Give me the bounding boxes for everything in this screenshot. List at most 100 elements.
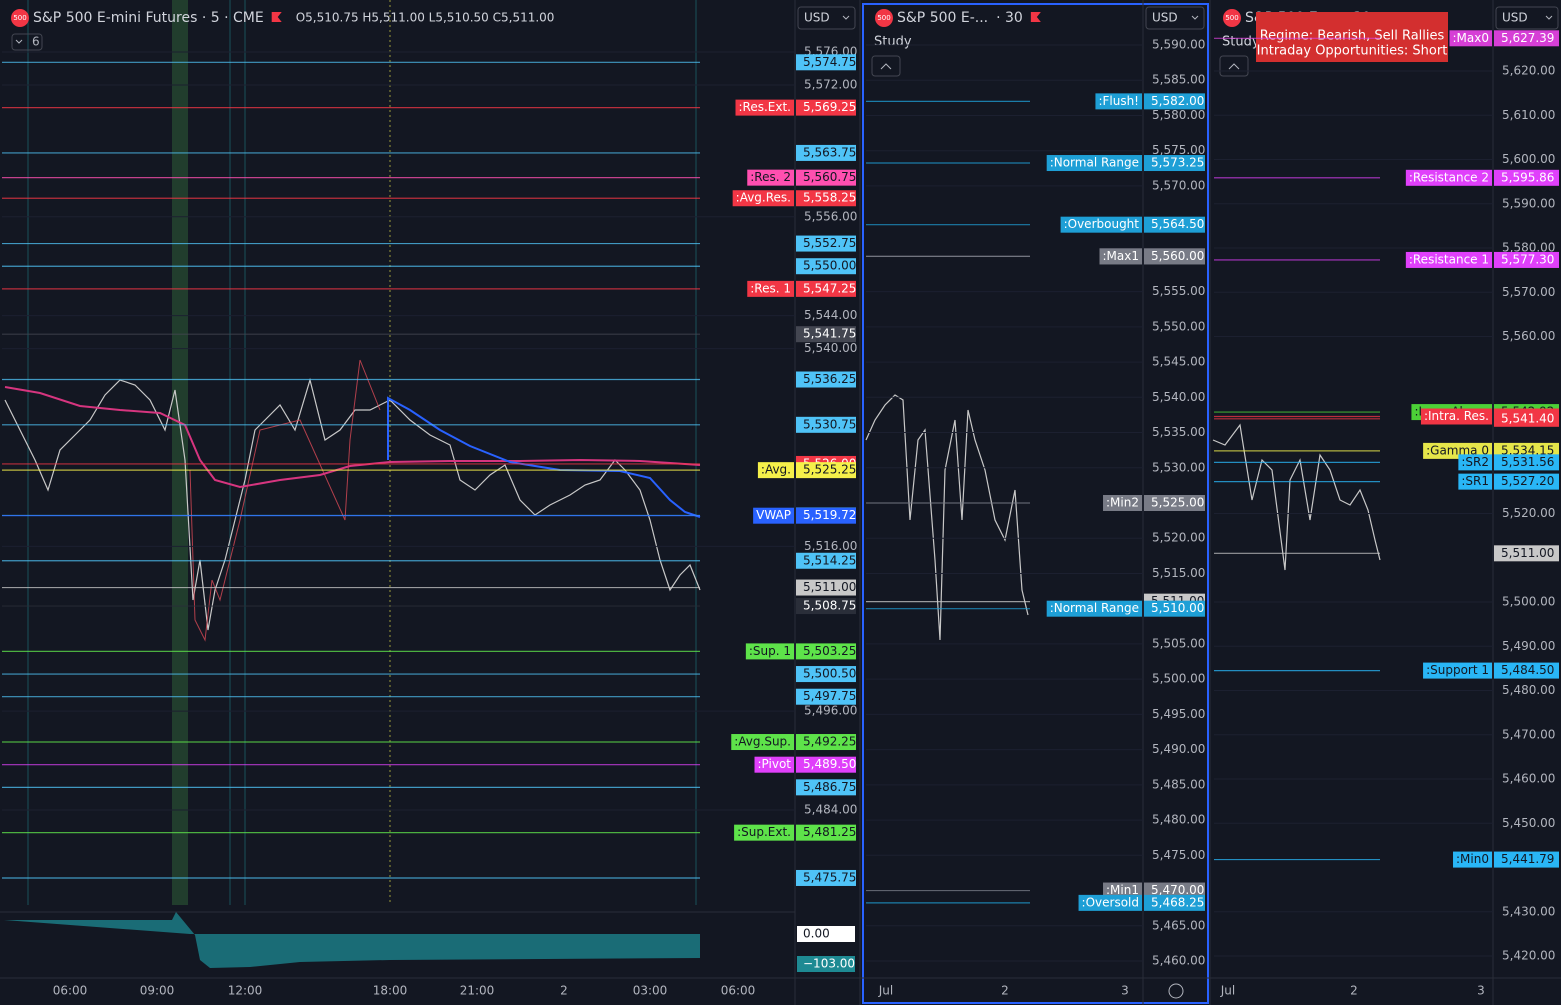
price-tag-text: 5,468.25 [1151,895,1204,909]
settings-icon[interactable] [1168,983,1184,999]
currency[interactable]: USD [1152,11,1178,25]
level-label-box [1449,30,1492,47]
price-tag [796,579,856,596]
symbol-title[interactable]: S&P 500 E-... [897,10,988,26]
price-tag-text: 5,530.75 [803,417,856,431]
indicator-tag-text: 0.00 [803,927,830,941]
price-tag [796,144,856,161]
level-label-box [1078,894,1142,911]
level-label: :Min2 [1106,496,1139,510]
level-label: :Max1 [1103,249,1140,263]
price-tag-text: 5,569.25 [803,100,856,114]
price-tag [1494,454,1559,471]
price-tick-label: 5,520.00 [1502,506,1555,520]
price-tag [1494,545,1559,562]
price-tick-label: 5,620.00 [1502,64,1555,78]
price-tick-label: 5,500.00 [1152,672,1205,686]
price-tag-text: 5,441.79 [1501,852,1554,866]
level-label: :Intra. Res. [1424,409,1489,423]
price-tag [796,779,856,796]
price-tag-text: 5,531.56 [1501,455,1554,469]
price-tick-label: 5,556.00 [804,209,857,223]
level-label-box [1458,473,1492,490]
currency-select[interactable] [1495,6,1559,30]
currency[interactable]: USD [804,11,830,25]
price-tag [796,416,856,433]
price-tag [796,756,856,773]
time-label: 3 [1477,984,1485,998]
study-label: Study [1222,35,1260,50]
level-label: :Avg.Sup. [734,735,791,749]
price-tick-label: 5,610.00 [1502,108,1555,122]
level-label: :Resistance 1 [1409,252,1489,266]
level-label-box [1405,169,1492,186]
price-tick-label: 5,515.00 [1152,566,1205,580]
price-tag-text: 5,558.25 [803,191,856,205]
level-label: :Support 1 [1426,663,1489,677]
price-tick-label: 5,460.00 [1152,954,1205,968]
price-tag-text: 5,481.25 [803,825,856,839]
level-label-box [1458,454,1492,471]
price-tag [1144,155,1205,172]
level-label-box [747,280,794,297]
time-label: 21:00 [460,984,495,998]
price-tag [796,326,856,343]
price-tag-text: 5,500.50 [803,667,856,681]
indicator-tag [797,956,855,972]
level-label-box [1405,251,1492,268]
level-label-box [745,643,794,660]
price-tag [796,666,856,683]
price-tag-text: 5,563.75 [803,145,856,159]
price-tag [1144,93,1205,110]
annotation-text: Intraday Opportunities: Short [1257,44,1448,59]
average-curve [4,386,701,489]
currency[interactable]: USD [1502,11,1528,25]
price-tag [796,190,856,207]
ohlc: O5,510.75 H5,511.00 L5,510.50 C5,511.00 [296,11,555,25]
price-tick-label: 5,590.00 [1152,38,1205,52]
level-label-box [1423,662,1492,679]
level-label: :Min1 [1106,883,1139,897]
level-label: :Max0 [1453,31,1490,45]
level-label: :Overbought [1064,217,1140,231]
price-tag [796,688,856,705]
currency-select[interactable] [797,6,856,30]
level-label-box [734,824,794,841]
price-tag-text: 5,484.50 [1501,663,1554,677]
price-tag-text: 5,497.75 [803,689,856,703]
price-tag-text: 5,510.00 [1151,601,1204,615]
price-tick-label: 5,572.00 [804,77,857,91]
price-tick-label: 5,550.00 [1152,319,1205,333]
level-label: :SR2 [1461,455,1489,469]
price-tag-text: 5,564.50 [1151,217,1204,231]
currency-select[interactable] [1145,6,1205,30]
collapse-button[interactable] [871,55,901,77]
time-label: 2 [560,984,568,998]
price-tag [1494,169,1559,186]
indicator-toggle[interactable] [11,33,43,51]
level-label: :Gamma 0 [1426,443,1489,457]
price-tick-label: 5,600.00 [1502,152,1555,166]
level-label-box [1099,248,1142,265]
symbol-title[interactable]: S&P 500 E-mini Futures · 5 · CME [33,10,264,26]
time-label: 2 [1350,984,1358,998]
price-tag-text: 5,503.25 [803,644,856,658]
chevron [842,15,850,20]
level-label: :Normal Range [1050,156,1139,170]
level-label: :Res. 1 [750,281,791,295]
price-tick-label: 5,570.00 [1152,178,1205,192]
price-tick-label: 5,544.00 [804,308,857,322]
price-tag [796,734,856,751]
price-tag [796,54,856,71]
annotation-text: Regime: Bearish, Sell Rallies [1260,29,1445,44]
indicator-histogram [4,912,700,968]
price-tag-text: 5,577.30 [1501,252,1554,266]
price-tick-label: 5,484.00 [804,803,857,817]
price-tag [796,552,856,569]
level-label: :Pivot [758,757,792,771]
collapse-button[interactable] [1219,55,1249,77]
price-tag [796,869,856,886]
level-label: :Avg.Res. [736,191,791,205]
